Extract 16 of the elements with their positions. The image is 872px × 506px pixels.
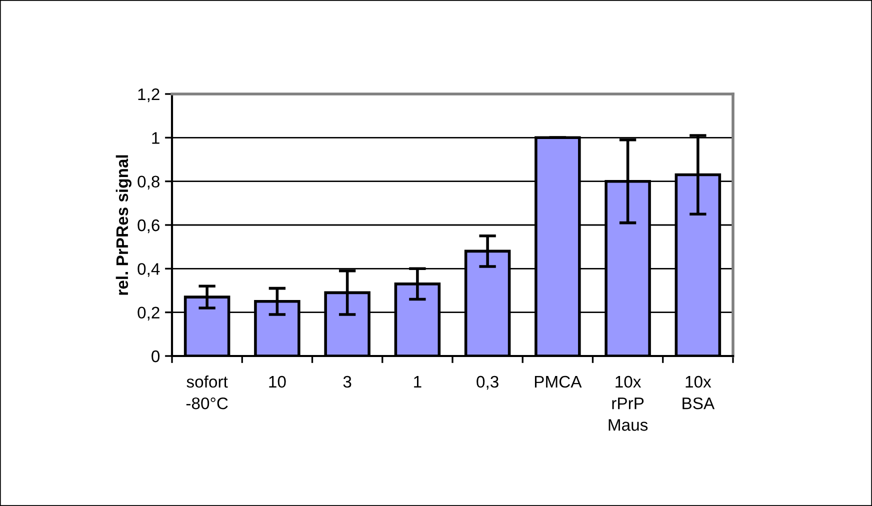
y-tick-label: 0,6	[138, 219, 160, 234]
y-tick-label: 0,2	[138, 306, 160, 321]
y-axis-title: rel. PrPRes signal	[116, 155, 132, 295]
x-tick-label: PMCA	[534, 376, 582, 388]
y-tick-label: 0	[152, 350, 160, 362]
x-tick-label: 0,3	[476, 376, 498, 390]
x-tick-label: 1	[414, 376, 422, 388]
x-tick-label: 3	[343, 376, 352, 388]
x-tick-label: 10x BSA	[682, 376, 715, 410]
y-tick-label: 1	[152, 132, 160, 144]
y-tick-label: 0,8	[138, 176, 160, 190]
y-tick-label: 1,2	[138, 88, 160, 102]
x-tick-label: 10x rPrP Maus	[608, 376, 648, 431]
y-tick-label: 0,4	[138, 263, 160, 277]
x-tick-label: sofort -80°C	[186, 375, 228, 410]
x-tick-label: 10	[269, 376, 286, 388]
